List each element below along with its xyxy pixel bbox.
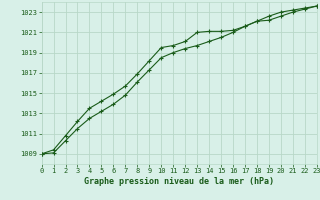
X-axis label: Graphe pression niveau de la mer (hPa): Graphe pression niveau de la mer (hPa) xyxy=(84,177,274,186)
